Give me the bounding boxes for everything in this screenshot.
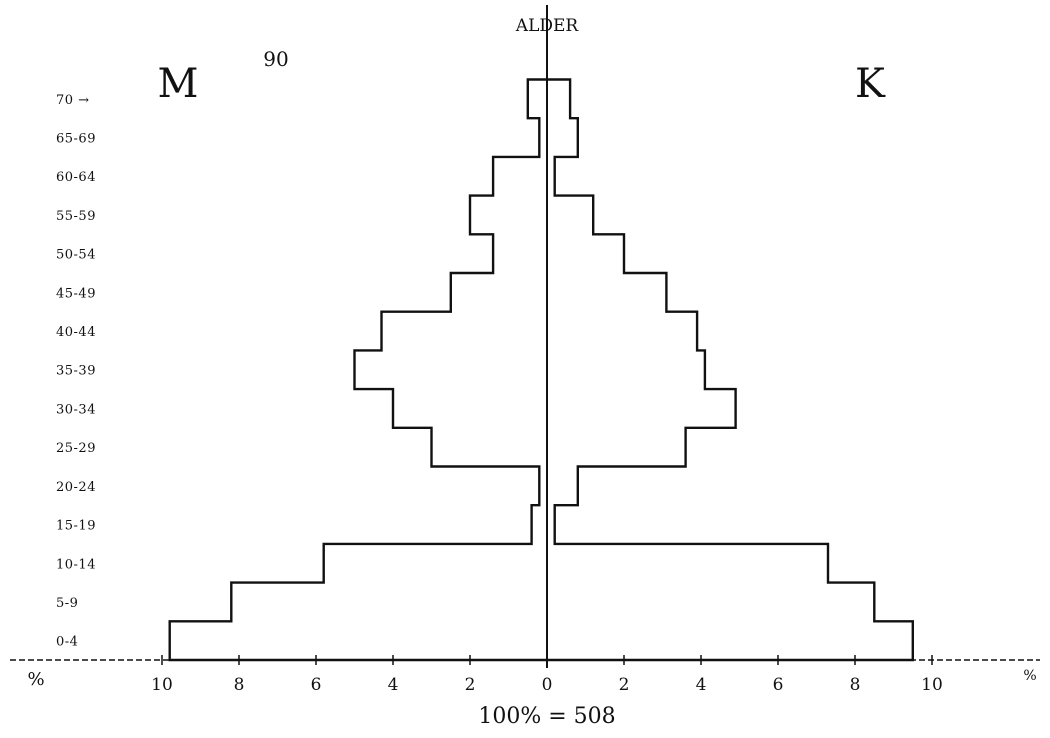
bar-male-35-39 bbox=[355, 350, 548, 389]
bar-female-30-34 bbox=[547, 389, 736, 428]
age-label: 70 → bbox=[56, 93, 90, 108]
x-tick-label-right: 4 bbox=[696, 675, 707, 695]
bar-female-40-44 bbox=[547, 312, 697, 351]
vertical-axis-title: ALDER bbox=[515, 16, 580, 36]
age-label: 35-39 bbox=[56, 364, 96, 379]
bar-male-40-44 bbox=[382, 312, 548, 351]
age-label: 60-64 bbox=[56, 170, 96, 185]
bar-male-10-14 bbox=[324, 544, 547, 583]
bar-male-0-4 bbox=[170, 621, 547, 660]
chart-labels: 0-4 5-9 10-14 15-19 20-24 25-29 30-34 35-39 40-4… bbox=[56, 93, 943, 695]
x-unit-right: % bbox=[1023, 668, 1036, 684]
bar-male-60-64 bbox=[493, 157, 547, 196]
bar-male-30-34 bbox=[393, 389, 547, 428]
x-tick-label-left: 8 bbox=[234, 675, 245, 695]
age-label: 25-29 bbox=[56, 441, 96, 456]
age-label: 0-4 bbox=[56, 635, 78, 650]
age-label: 15-19 bbox=[56, 519, 96, 534]
x-tick-label-right: 10 bbox=[921, 675, 943, 695]
x-unit-left: % bbox=[27, 669, 44, 690]
age-label: 10-14 bbox=[56, 557, 96, 572]
bar-female-65-69 bbox=[547, 118, 578, 157]
female-series-outline bbox=[547, 78, 914, 662]
bar-female-5-9 bbox=[547, 583, 874, 622]
x-tick-label-left: 2 bbox=[465, 675, 476, 695]
bar-female-45-49 bbox=[547, 273, 666, 312]
male-series-outline bbox=[168, 78, 547, 662]
bar-male-55-59 bbox=[470, 196, 547, 235]
age-label: 65-69 bbox=[56, 132, 96, 147]
age-label: 55-59 bbox=[56, 209, 96, 224]
female-side-label: K bbox=[855, 61, 886, 107]
age-label: 40-44 bbox=[56, 325, 96, 340]
x-tick-label-left: 4 bbox=[388, 675, 399, 695]
bar-female-25-29 bbox=[547, 428, 686, 467]
x-tick-label-right: 2 bbox=[619, 675, 630, 695]
chart-title: 90 bbox=[263, 47, 288, 71]
x-axis-title: 100% = 508 bbox=[478, 704, 615, 729]
age-label: 45-49 bbox=[56, 286, 96, 301]
x-tick-label-left: 10 bbox=[151, 675, 173, 695]
bar-male-25-29 bbox=[432, 428, 548, 467]
bar-male-50-54 bbox=[493, 234, 547, 273]
x-tick-label-left: 6 bbox=[311, 675, 322, 695]
bar-female-10-14 bbox=[547, 544, 828, 583]
bar-male-45-49 bbox=[451, 273, 547, 312]
bar-female-20-24 bbox=[547, 467, 578, 506]
age-label: 50-54 bbox=[56, 248, 96, 263]
bar-female-0-4 bbox=[547, 621, 913, 660]
male-side-label: M bbox=[158, 61, 199, 107]
age-label: 30-34 bbox=[56, 402, 96, 417]
bar-male-15-19 bbox=[532, 505, 547, 544]
bar-female-35-39 bbox=[547, 350, 705, 389]
bar-female-55-59 bbox=[547, 196, 593, 235]
bar-male-70- bbox=[528, 80, 547, 119]
bar-male-5-9 bbox=[231, 583, 547, 622]
bar-female-70- bbox=[547, 80, 570, 119]
x-tick-label-right: 6 bbox=[773, 675, 784, 695]
x-tick-label-right: 8 bbox=[850, 675, 861, 695]
age-label: 20-24 bbox=[56, 480, 96, 495]
chart-bars bbox=[168, 78, 914, 662]
bar-female-50-54 bbox=[547, 234, 624, 273]
age-label: 5-9 bbox=[56, 596, 78, 611]
x-tick-label-zero: 0 bbox=[542, 675, 553, 695]
